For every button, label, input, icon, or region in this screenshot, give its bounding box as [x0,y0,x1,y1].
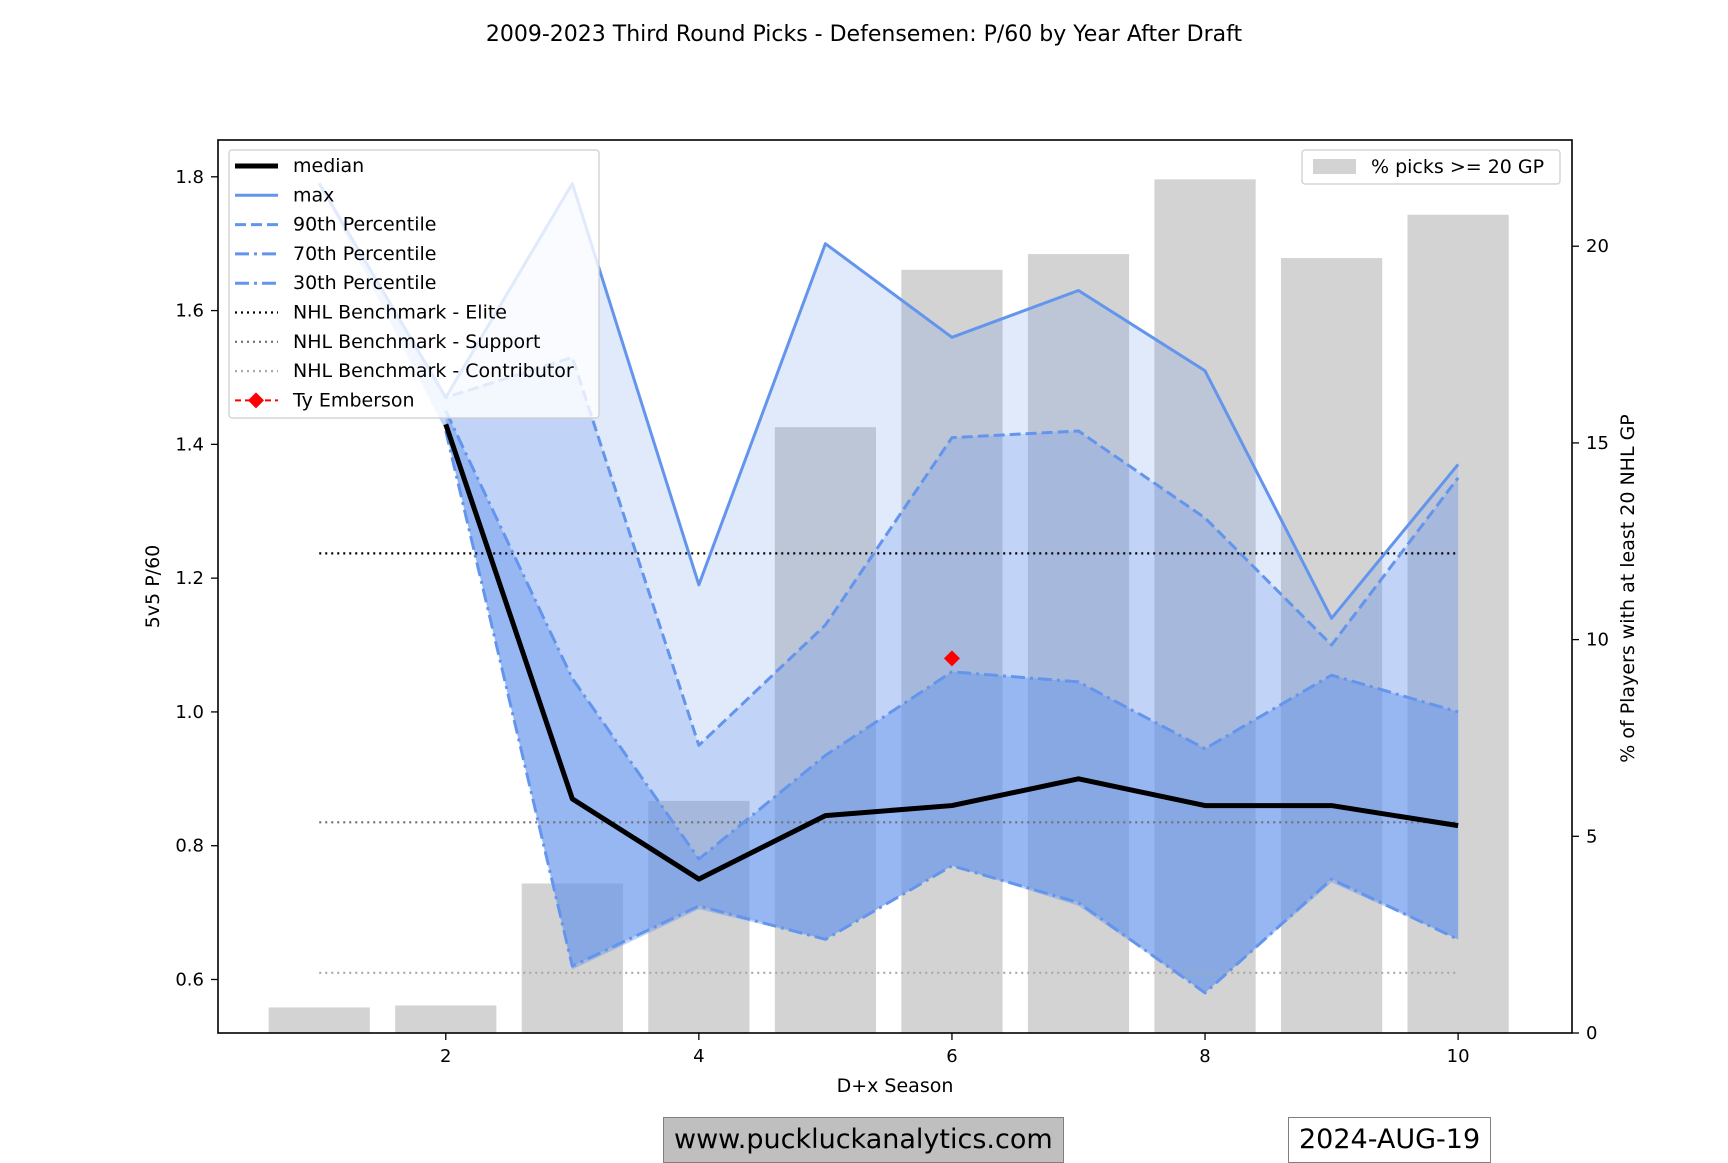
band-p70-p30 [445,410,1459,993]
bar-pct-20gp-2 [395,1005,497,1033]
y-tick-label-1: 0.8 [175,836,204,857]
bar-pct-20gp-10 [1407,214,1509,1033]
x-tick-label-2: 2 [440,1046,451,1067]
bar-pct-20gp-3 [521,883,623,1033]
bar-pct-20gp-4 [648,800,750,1033]
y-tick-label-3: 1.2 [175,568,204,589]
series-line-median [443,423,1459,882]
legend-label-2: 90th Percentile [293,214,436,236]
band-p90-min [319,183,1459,993]
plot-area [317,181,1460,995]
bar-pct-20gp-8 [1154,179,1256,1033]
y-tick-label-2: 1.0 [175,702,204,723]
x-axis-label: D+x Season [837,1075,954,1097]
plot-frame [217,139,1573,1034]
bar-pct-20gp-1 [268,1007,370,1033]
legend-marker-ty-emberson [248,392,264,409]
legend-label-7: NHL Benchmark - Contributor [293,360,574,382]
bar-pct-20gp-5 [774,427,877,1033]
y-tick-label-4: 1.4 [175,434,204,455]
x-tick-label-4: 4 [693,1046,704,1067]
x-tick-label-6: 6 [946,1046,957,1067]
y2-tick-label-15: 15 [1586,433,1609,454]
y2-tick-label-0: 0 [1586,1023,1597,1044]
website-watermark: www.puckluckanalytics.com [663,1117,1064,1163]
y2-tick-label-10: 10 [1586,630,1609,651]
y-tick-label-5: 1.6 [175,301,204,322]
date-stamp: 2024-AUG-19 [1288,1117,1492,1163]
legend-label-6: NHL Benchmark - Support [293,331,540,353]
y-axis-label: 5v5 P/60 [142,545,164,629]
y2-axis-label: % of Players with at least 20 NHL GP [1617,414,1639,763]
band-max-min [319,183,1459,993]
legend-swatch-bars [1313,159,1356,174]
legend-label-3: 70th Percentile [293,243,436,265]
legend-left: median max 90th Percentile 70th Percentile 3… [228,149,600,419]
y-tick-label-6: 1.8 [175,167,204,188]
player-marker-ty-emberson [943,650,960,667]
legend-label-0: median [293,155,364,177]
series-line-70th-percentile [444,410,1459,861]
chart-title: 2009-2023 Third Round Picks - Defensemen… [486,22,1243,47]
legend-right-box [1301,149,1561,185]
legend-label-5: NHL Benchmark - Elite [293,302,507,324]
series-line-90th-percentile [317,182,1460,747]
legend-label-1: max [293,184,334,206]
x-tick-label-8: 8 [1199,1046,1210,1067]
y-tick-label-0: 0.6 [175,969,204,990]
legend-left-box [228,149,600,419]
y2-tick-label-5: 5 [1586,826,1597,847]
legend-right: % picks >= 20 GP [1301,149,1561,185]
series-line-30th-percentile [444,430,1459,995]
legend-label-8: Ty Emberson [292,389,415,411]
y2-tick-label-20: 20 [1586,236,1609,257]
legend-label-bars: % picks >= 20 GP [1371,156,1544,178]
x-tick-label-10: 10 [1447,1046,1470,1067]
legend-label-4: 30th Percentile [293,272,436,294]
